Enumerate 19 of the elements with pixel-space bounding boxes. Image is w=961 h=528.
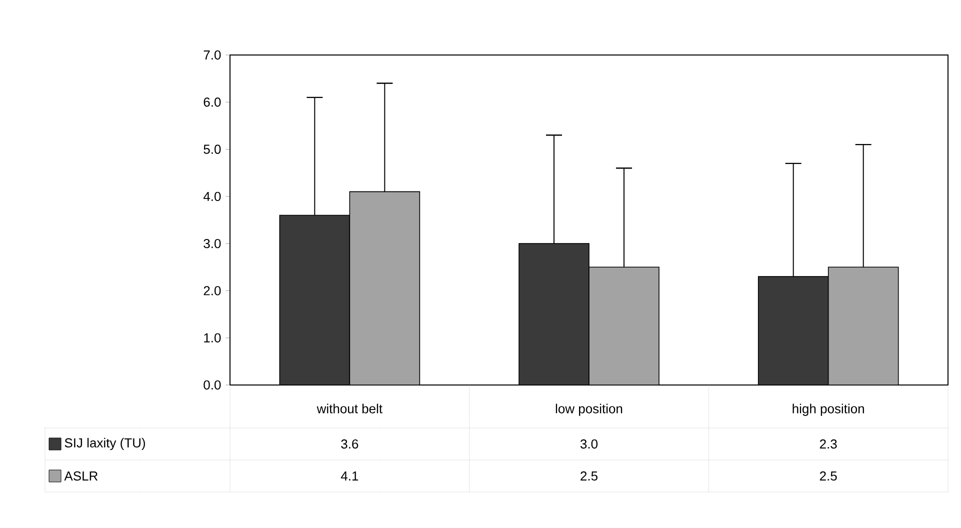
data-label: 2.5 — [820, 471, 837, 481]
data-label: 2.5 — [580, 471, 598, 481]
y-tick-label: 6.0 — [204, 98, 221, 107]
y-tick-label: 3.0 — [204, 238, 221, 248]
data-label: 2.3 — [820, 439, 837, 449]
data-label: 3.0 — [580, 439, 598, 449]
y-tick-label: 0.0 — [204, 380, 221, 390]
y-tick-label: 5.0 — [204, 144, 221, 154]
y-tick-label: 4.0 — [203, 192, 221, 202]
y-tick-label: 2.0 — [204, 286, 221, 296]
legend-label: ASLR — [64, 471, 98, 481]
x-tick-label: high position — [792, 404, 864, 416]
y-tick-label: 7.0 — [204, 50, 221, 60]
x-tick-label: without belt — [316, 404, 382, 414]
data-label: 4.1 — [340, 472, 358, 480]
y-tick-label: 1.0 — [204, 333, 221, 342]
legend-label: SIJ laxity (TU) — [64, 438, 145, 450]
data-label: 3.6 — [341, 439, 358, 449]
x-tick-label: low position — [556, 404, 622, 416]
